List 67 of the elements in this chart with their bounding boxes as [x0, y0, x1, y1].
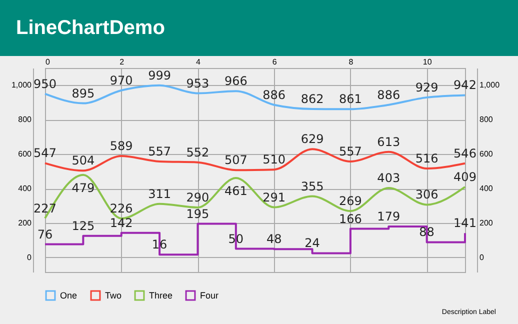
data-label: 179: [377, 210, 400, 224]
data-label: 510: [262, 152, 286, 167]
data-label: 142: [110, 216, 133, 230]
data-label: 195: [186, 206, 210, 221]
data-label: 895: [72, 86, 95, 100]
data-label: 504: [72, 154, 95, 168]
data-label: 546: [454, 146, 476, 160]
legend-label: Four: [200, 290, 219, 301]
data-label: 970: [110, 73, 133, 88]
data-label: 886: [262, 88, 286, 102]
data-label: 613: [377, 134, 400, 149]
y2-tick-label: 200: [480, 218, 494, 228]
x-tick-label: 0: [46, 58, 50, 66]
data-label: 629: [300, 132, 324, 146]
data-label: 76: [37, 227, 53, 242]
legend-label: One: [60, 290, 78, 301]
data-label: 953: [186, 76, 210, 90]
data-label: 950: [34, 76, 56, 91]
data-label: 886: [377, 88, 400, 102]
x-tick-label: 4: [196, 58, 201, 66]
y2-tick-label: 600: [480, 150, 494, 159]
data-label: 999: [148, 68, 171, 82]
chart-title: LineChartDemo: [0, 0, 518, 56]
data-label: 552: [186, 145, 210, 160]
y-tick-label: 0: [27, 252, 32, 262]
data-label: 311: [148, 186, 171, 201]
data-label: 547: [34, 146, 56, 160]
y-tick-label: 400: [18, 184, 32, 194]
x-tick-label: 8: [348, 58, 354, 66]
data-label: 862: [300, 92, 324, 106]
data-label: 507: [224, 153, 248, 168]
data-label: 557: [339, 144, 362, 158]
x-tick-label: 2: [120, 58, 125, 66]
data-label: 461: [224, 184, 248, 198]
data-label: 48: [266, 232, 282, 246]
legend-label: Three: [149, 290, 173, 301]
y2-tick-label: 0: [480, 252, 484, 262]
y-tick-label: 600: [18, 150, 32, 159]
data-label: 166: [339, 212, 362, 226]
data-label: 479: [72, 180, 95, 195]
data-label: 141: [454, 216, 476, 230]
data-label: 125: [72, 218, 95, 233]
data-label: 589: [110, 138, 133, 153]
data-label: 942: [454, 78, 476, 92]
data-label: 966: [224, 74, 248, 88]
data-label: 269: [339, 194, 362, 208]
data-label: 403: [377, 170, 400, 185]
y2-tick-label: 400: [480, 184, 494, 194]
y2-tick-label: 800: [480, 115, 494, 124]
data-label: 24: [304, 236, 320, 250]
x-tick-label: 6: [272, 58, 278, 66]
data-label: 861: [339, 92, 362, 106]
data-label: 226: [110, 201, 133, 216]
y-tick-label: 1,000: [11, 80, 32, 90]
data-label: 290: [186, 190, 210, 204]
data-label: 306: [415, 188, 438, 202]
data-label: 516: [415, 152, 438, 166]
y2-tick-label: 1,000: [480, 80, 500, 90]
data-label: 409: [454, 170, 476, 184]
data-label: 557: [148, 144, 171, 158]
data-label: 929: [415, 80, 438, 94]
y-tick-label: 800: [18, 115, 32, 124]
data-label: 355: [300, 179, 324, 194]
x-tick-label: 10: [422, 58, 432, 66]
legend-label: Two: [105, 290, 122, 301]
data-label: 291: [262, 190, 286, 204]
y-tick-label: 200: [18, 218, 32, 228]
